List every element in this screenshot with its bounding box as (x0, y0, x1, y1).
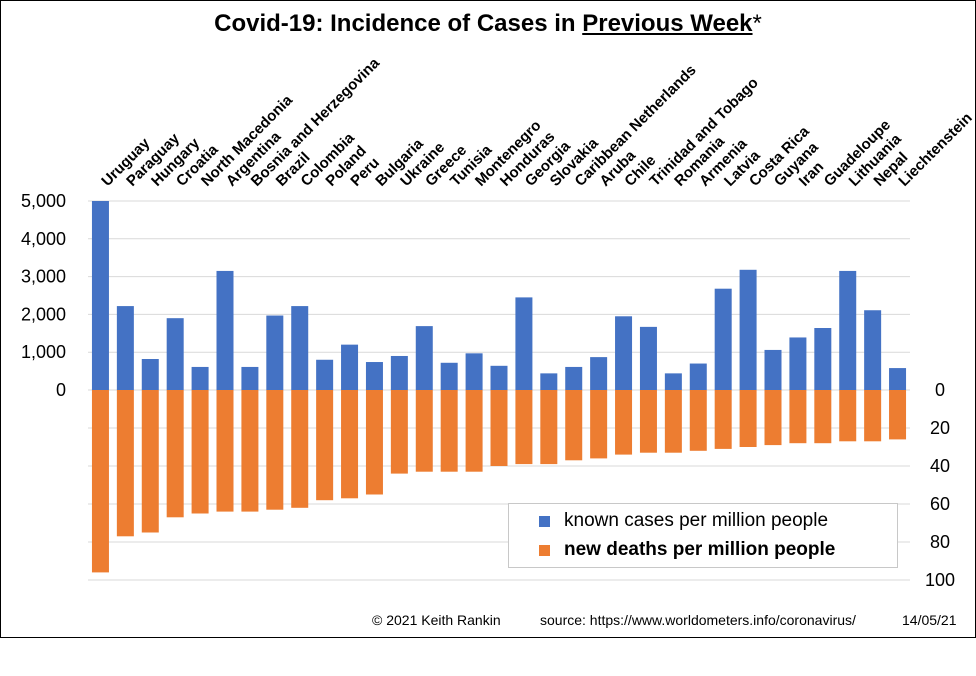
right-axis-tick-label: 100 (925, 570, 955, 590)
bar-deaths (191, 390, 209, 514)
bar-cases (91, 201, 109, 390)
bar-deaths (590, 390, 608, 459)
bar-cases (764, 349, 782, 390)
bar-deaths (141, 390, 159, 533)
bar-cases (864, 310, 882, 390)
bar-cases (266, 315, 284, 390)
chart-legend: known cases per million people new death… (508, 503, 898, 568)
bar-cases (490, 365, 508, 390)
bar-cases (440, 362, 458, 390)
bar-cases (664, 373, 682, 390)
footer-date: 14/05/21 (902, 612, 957, 628)
category-label: Liechtenstein (895, 109, 975, 189)
legend-swatch-deaths (539, 544, 550, 556)
right-axis-tick-label: 20 (930, 418, 950, 438)
bar-deaths (266, 390, 284, 510)
bar-deaths (615, 390, 633, 455)
bar-deaths (764, 390, 782, 446)
right-axis-tick-label: 40 (930, 456, 950, 476)
bar-deaths (515, 390, 533, 465)
bar-cases (789, 337, 807, 390)
bar-cases (365, 362, 383, 390)
bar-cases (341, 344, 359, 390)
bar-deaths (639, 390, 657, 453)
bar-deaths (116, 390, 134, 537)
bar-deaths (889, 390, 907, 440)
bar-deaths (664, 390, 682, 453)
bar-cases (191, 366, 209, 390)
bar-deaths (440, 390, 458, 472)
bar-deaths (714, 390, 732, 449)
right-axis-tick-label: 80 (930, 532, 950, 552)
bar-cases (241, 366, 259, 390)
bar-cases (390, 355, 408, 390)
bar-deaths (540, 390, 558, 465)
left-axis-tick-label: 5,000 (21, 191, 66, 211)
chart-footer: © 2021 Keith Rankin source: https://www.… (0, 612, 976, 676)
bar-cases (515, 297, 533, 390)
bar-cases (141, 359, 159, 390)
bar-cases (166, 318, 184, 390)
bar-deaths (241, 390, 259, 512)
bar-cases (415, 326, 433, 390)
bar-deaths (789, 390, 807, 444)
title-text: Covid-19: Incidence of Cases in (214, 10, 583, 37)
bar-deaths (216, 390, 234, 512)
bar-cases (540, 373, 558, 390)
left-axis-tick-label: 1,000 (21, 342, 66, 362)
bar-cases (565, 366, 583, 390)
bar-deaths (739, 390, 757, 447)
bar-cases (814, 328, 832, 390)
right-axis-tick-label: 60 (930, 494, 950, 514)
right-axis-tick-label: 0 (935, 380, 945, 400)
footer-source: source: https://www.worldometers.info/co… (540, 612, 856, 628)
bar-cases (116, 306, 134, 390)
legend-item-cases: known cases per million people (539, 509, 828, 533)
bar-deaths (91, 390, 109, 573)
bar-cases (839, 270, 857, 390)
bar-cases (291, 306, 309, 390)
legend-label-cases: known cases per million people (564, 510, 829, 531)
left-axis-tick-label: 4,000 (21, 229, 66, 249)
bar-deaths (166, 390, 184, 518)
bar-deaths (864, 390, 882, 442)
legend-swatch-cases (539, 515, 550, 527)
legend-item-deaths: new deaths per million people (539, 538, 835, 562)
bar-cases (590, 357, 608, 390)
bar-deaths (465, 390, 483, 472)
bar-deaths (565, 390, 583, 461)
bar-cases (714, 288, 732, 390)
chart-title: Covid-19: Incidence of Cases in Previous… (0, 10, 976, 38)
bar-cases (689, 363, 707, 390)
bar-deaths (341, 390, 359, 499)
bar-cases (615, 316, 633, 390)
footer-copyright: © 2021 Keith Rankin (372, 612, 501, 628)
left-axis-tick-label: 3,000 (21, 267, 66, 287)
bar-deaths (814, 390, 832, 444)
bar-cases (889, 368, 907, 390)
bar-deaths (316, 390, 334, 501)
bar-cases (316, 359, 334, 390)
title-underlined-text: Previous Week (582, 10, 753, 37)
bar-deaths (490, 390, 508, 466)
bar-deaths (415, 390, 433, 472)
bar-deaths (291, 390, 309, 508)
bar-cases (465, 353, 483, 390)
left-axis-tick-label: 2,000 (21, 304, 66, 324)
title-asterisk: * (752, 10, 762, 37)
bar-deaths (390, 390, 408, 474)
bar-deaths (689, 390, 707, 451)
left-axis-tick-label: 0 (56, 380, 66, 400)
bar-cases (639, 326, 657, 390)
legend-label-deaths: new deaths per million people (564, 539, 836, 560)
bar-deaths (365, 390, 383, 495)
bar-cases (739, 269, 757, 390)
bar-deaths (839, 390, 857, 442)
bar-cases (216, 270, 234, 390)
